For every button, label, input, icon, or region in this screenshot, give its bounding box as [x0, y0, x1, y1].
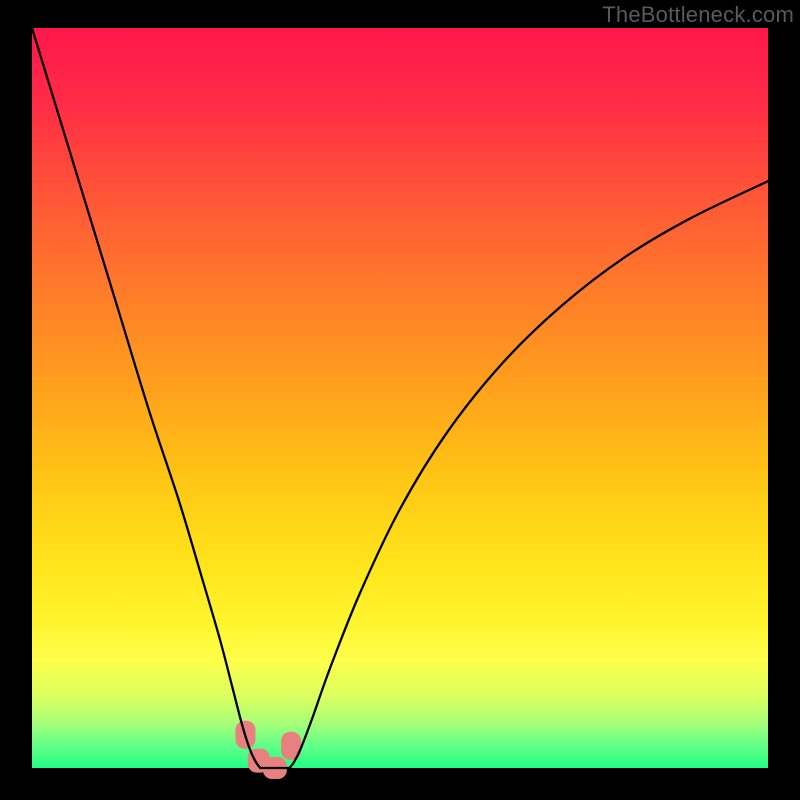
- watermark-text: TheBottleneck.com: [602, 2, 794, 28]
- chart-stage: TheBottleneck.com: [0, 0, 800, 800]
- bottleneck-chart: [0, 0, 800, 800]
- plot-background: [32, 28, 768, 768]
